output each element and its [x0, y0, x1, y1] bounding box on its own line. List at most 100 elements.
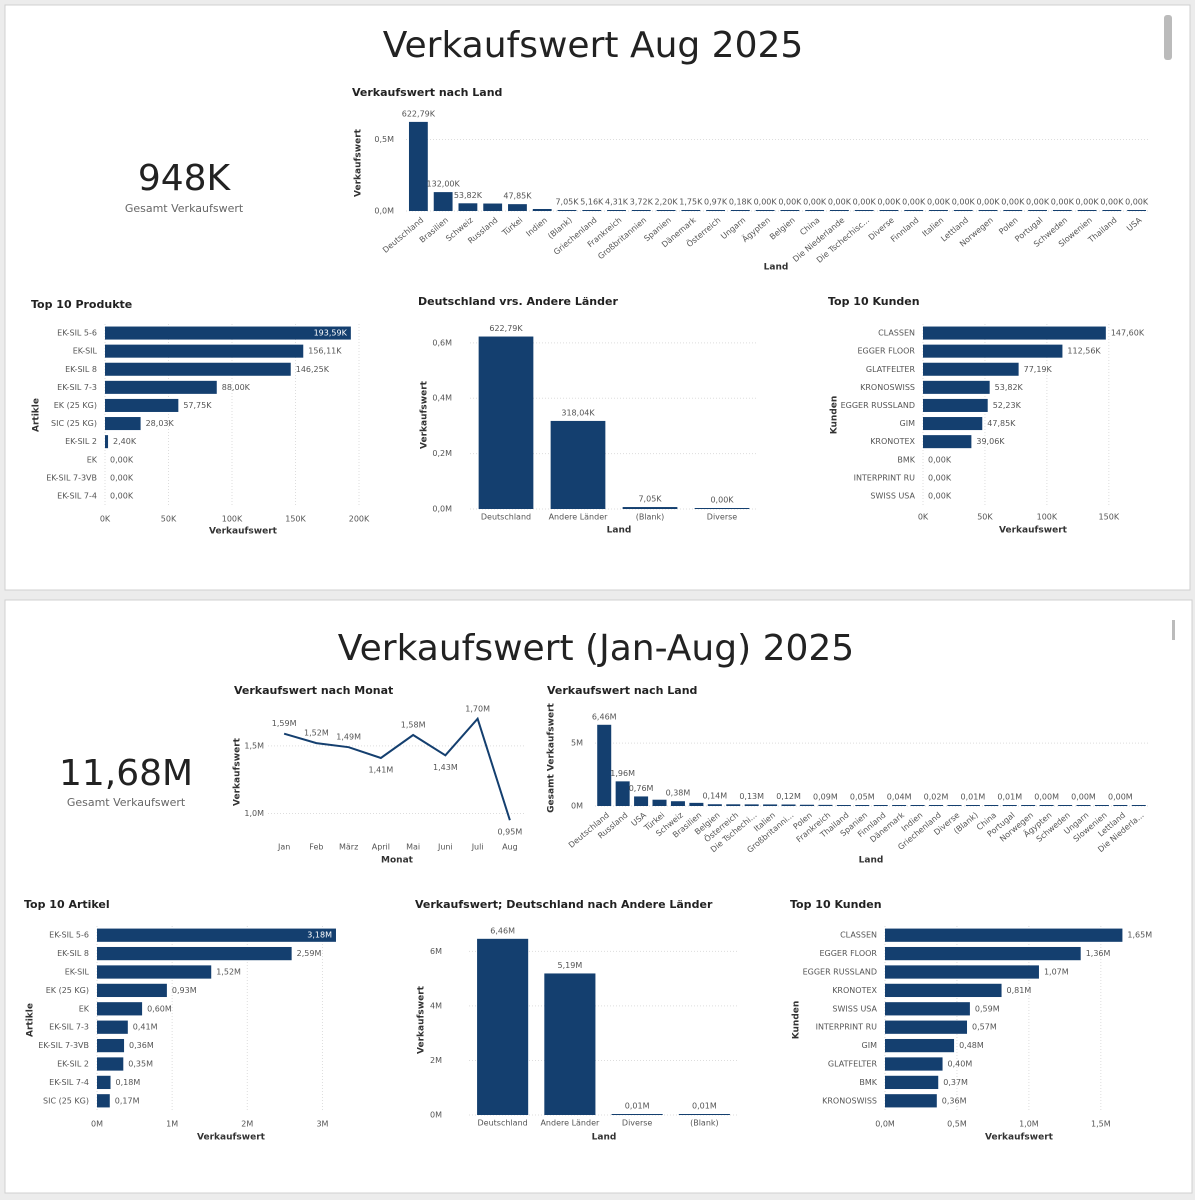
y-tick-label: INTERPRINT RU	[854, 473, 916, 482]
data-label: 1,70M	[465, 704, 490, 713]
panel	[4, 599, 1193, 1194]
bar	[885, 1020, 968, 1034]
x-tick-label: 0K	[918, 513, 929, 522]
data-label: 0,00K	[754, 198, 778, 207]
y-tick-label: SIC (25 KG)	[43, 1096, 89, 1105]
data-label: 193,59K	[314, 329, 348, 338]
x-tick-label: (Blank)	[636, 513, 665, 522]
x-tick-label: 1M	[166, 1120, 178, 1129]
bar	[910, 805, 925, 806]
data-label: 47,85K	[987, 419, 1016, 428]
x-axis-label: Land	[607, 526, 632, 536]
x-tick-label: Feb	[309, 843, 323, 852]
data-label: 0,00K	[803, 198, 827, 207]
data-label: 0,01M	[997, 793, 1022, 802]
y-tick-label: EK	[87, 455, 98, 464]
data-label: 1,36M	[1086, 949, 1111, 958]
x-axis-label: Verkaufswert	[985, 1133, 1054, 1143]
bar	[706, 210, 725, 211]
bar	[544, 973, 596, 1115]
data-label: 112,56K	[1067, 347, 1101, 356]
bar	[678, 1114, 730, 1115]
bar	[726, 804, 741, 806]
bar	[97, 1020, 128, 1034]
x-tick-label: Diverse	[707, 513, 737, 522]
data-label: 1,58M	[401, 721, 426, 730]
bar	[885, 1002, 970, 1016]
data-label: 0,59M	[975, 1004, 1000, 1013]
data-label: 0,00K	[110, 473, 134, 482]
y-axis-label: Gesamt Verkaufswert	[547, 702, 557, 812]
bar	[694, 508, 750, 509]
data-label: 0,14M	[702, 792, 727, 801]
x-tick-label: Andere Länder	[540, 1119, 600, 1128]
x-tick-label: 0K	[100, 515, 111, 524]
y-tick-label: CLASSEN	[840, 931, 877, 940]
bar	[1039, 805, 1054, 806]
data-label: 7,05K	[555, 197, 579, 206]
bar	[97, 1094, 110, 1108]
data-label: 3,18M	[307, 931, 332, 940]
bar	[978, 210, 998, 211]
x-tick-label: Juni	[437, 843, 453, 852]
data-label: 0,00K	[877, 198, 901, 207]
y-tick-label: 6M	[430, 947, 442, 956]
data-label: 0,00K	[927, 198, 951, 207]
data-label: 6,46M	[592, 712, 617, 721]
data-label: 2,40K	[113, 437, 137, 446]
y-tick-label: INTERPRINT RU	[816, 1023, 878, 1032]
data-label: 0,00K	[1001, 198, 1025, 207]
bar	[550, 420, 606, 509]
data-label: 0,00M	[1034, 793, 1059, 802]
bar	[105, 326, 351, 340]
bar	[707, 804, 722, 806]
y-tick-label: EK-SIL 7-3VB	[38, 1041, 89, 1050]
bar	[953, 210, 973, 211]
data-label: 0,09M	[813, 792, 838, 801]
chart-title: Verkaufswert nach Land	[547, 684, 697, 697]
x-tick-label: April	[372, 843, 390, 852]
bar	[105, 362, 291, 376]
bar	[885, 928, 1123, 942]
y-tick-label: SIC (25 KG)	[51, 419, 97, 428]
y-tick-label: 0M	[430, 1111, 442, 1120]
data-label: 0,02M	[924, 793, 949, 802]
x-tick-label: Diverse	[622, 1119, 652, 1128]
bar	[744, 804, 759, 806]
x-axis-label: Land	[592, 1133, 617, 1143]
data-label: 1,07M	[1044, 968, 1069, 977]
data-label: 0,40M	[948, 1060, 973, 1069]
bar	[892, 805, 907, 806]
data-label: 39,06K	[976, 437, 1005, 446]
bar	[97, 965, 212, 979]
data-label: 0,00K	[928, 455, 952, 464]
data-label: 1,96M	[610, 769, 635, 778]
scrollbar[interactable]	[1172, 620, 1175, 640]
y-tick-label: CLASSEN	[878, 329, 915, 338]
y-tick-label: EK-SIL	[65, 968, 90, 977]
data-label: 53,82K	[454, 191, 483, 200]
bar	[97, 1038, 125, 1053]
bar	[929, 210, 948, 211]
bar	[532, 208, 552, 211]
x-tick-label: 1,0M	[1019, 1120, 1039, 1129]
bar	[923, 362, 1019, 376]
data-label: 0,00K	[952, 198, 976, 207]
bar	[885, 1057, 943, 1071]
y-tick-label: BMK	[859, 1078, 877, 1087]
y-tick-label: 0,5M	[374, 135, 394, 144]
bar	[830, 210, 849, 211]
data-label: 0,36M	[942, 1096, 967, 1105]
x-tick-label: 50K	[161, 515, 177, 524]
x-axis-label: Land	[764, 263, 789, 273]
data-label: 88,00K	[222, 383, 251, 392]
data-label: 0,81M	[1007, 986, 1032, 995]
bar	[1028, 210, 1047, 211]
scrollbar[interactable]	[1164, 15, 1172, 60]
bar	[755, 210, 775, 211]
kpi-label: Gesamt Verkaufswert	[125, 202, 244, 215]
bar	[1052, 210, 1072, 211]
y-tick-label: EK-SIL 8	[65, 365, 97, 374]
data-label: 0,00M	[1108, 793, 1133, 802]
